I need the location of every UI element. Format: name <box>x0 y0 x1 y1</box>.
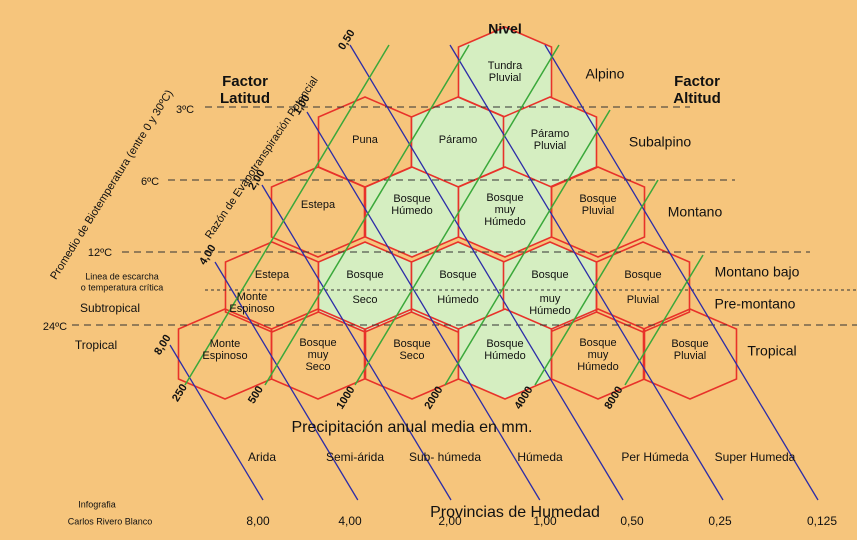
temperature-label: 3ºC <box>176 104 194 116</box>
precipitation-line <box>184 44 390 386</box>
cell-label: Húmedo <box>437 294 479 306</box>
cell-label: muy <box>308 349 329 361</box>
humidity-province: Sub- húmeda <box>409 450 481 464</box>
humidity-province: Húmeda <box>517 450 563 464</box>
credit: Carlos Rivero Blanco <box>68 516 153 526</box>
cell-label: Bosque <box>579 337 616 349</box>
latitude-factor: Latitud <box>220 90 270 107</box>
humidity-line <box>261 184 452 501</box>
cell-label: Húmedo <box>391 205 433 217</box>
top-label: Nivel <box>488 21 521 37</box>
humidity-province: Super Humeda <box>715 450 796 464</box>
ratio-label: 1,00 <box>533 514 557 528</box>
temperature-label: 24ºC <box>43 321 67 333</box>
belt-label: Subalpino <box>629 134 691 150</box>
belt-label: Tropical <box>747 343 796 359</box>
frost-label: Linea de escarcha <box>85 271 159 281</box>
humidity-line <box>169 344 264 501</box>
cell-label: muy <box>495 204 516 216</box>
cell-label: Seco <box>305 361 330 373</box>
cell-label: Bosque <box>671 338 708 350</box>
cell-label: Pluvial <box>627 294 659 306</box>
cell-label: Húmedo <box>529 305 571 317</box>
cell-label: Bosque <box>346 269 383 281</box>
cell-label: Monte <box>237 291 268 303</box>
humidity-line <box>544 44 819 501</box>
cell-label: Espinoso <box>202 350 247 362</box>
cell-label: Páramo <box>439 134 478 146</box>
cell-label: Bosque <box>439 269 476 281</box>
ratio-label: 8,00 <box>246 514 270 528</box>
cell-label: Bosque <box>486 192 523 204</box>
cell-label: Bosque <box>624 269 661 281</box>
cell-label: Húmedo <box>484 350 526 362</box>
cell-label: Bosque <box>486 338 523 350</box>
cell-label: Monte <box>210 338 241 350</box>
humidity-line <box>214 261 359 501</box>
hex-cell <box>550 166 646 258</box>
precipitation-line <box>264 44 470 386</box>
cell-label: Estepa <box>301 199 336 211</box>
cell-label: Bosque <box>531 269 568 281</box>
credit: Infografia <box>78 499 116 509</box>
cell-label: Bosque <box>393 193 430 205</box>
cell-label: Puna <box>352 134 379 146</box>
temperature-label: 12ºC <box>88 247 112 259</box>
belt-label: Alpino <box>586 66 625 82</box>
cell-label: Pluvial <box>582 205 614 217</box>
humidity-title: Provincias de Humedad <box>430 504 600 521</box>
cell-label: Tundra <box>488 60 523 72</box>
humidity-line <box>349 44 624 501</box>
hex-cell <box>270 166 366 258</box>
humidity-province: Semi-árida <box>326 450 384 464</box>
humidity-province: Arida <box>248 450 276 464</box>
cell-label: muy <box>540 293 561 305</box>
ratio-label: 0,125 <box>807 514 837 528</box>
cell-label: Seco <box>399 350 424 362</box>
hex-cell <box>270 308 366 400</box>
precipitation-line <box>444 109 611 386</box>
belt-label: Montano bajo <box>715 264 800 280</box>
ratio-label: 4,00 <box>338 514 362 528</box>
cell-label: Espinoso <box>229 303 274 315</box>
cell-label: Estepa <box>255 269 290 281</box>
ratio-label: 2,00 <box>438 514 462 528</box>
precipitation-line <box>354 44 560 386</box>
cell-label: Seco <box>352 294 377 306</box>
precipitation-line <box>624 254 704 386</box>
cell-label: muy <box>588 349 609 361</box>
cell-label: Bosque <box>579 193 616 205</box>
temperature-label: 6ºC <box>141 176 159 188</box>
humidity-province: Per Húmeda <box>621 450 689 464</box>
humidity-line <box>449 44 724 501</box>
cell-label: Bosque <box>393 338 430 350</box>
latitude-factor: Factor <box>222 73 268 90</box>
precipitation-title: Precipitación anual media en mm. <box>291 419 532 436</box>
hex-grid <box>177 26 738 400</box>
frost-label: o temperatura crítica <box>81 282 164 292</box>
tropical-label: Tropical <box>75 338 117 352</box>
subtropical-label: Subtropical <box>80 301 140 315</box>
ratio-label: 0,25 <box>708 514 732 528</box>
cell-label: Húmedo <box>484 216 526 228</box>
altitude-factor: Altitud <box>673 90 720 107</box>
guide-lines <box>72 44 857 501</box>
precipitation-line <box>534 179 659 386</box>
belt-label: Montano <box>668 204 723 220</box>
cell-label: Páramo <box>531 128 570 140</box>
hex-cell <box>642 308 738 400</box>
cell-label: Pluvial <box>534 140 566 152</box>
cell-label: Pluvial <box>489 72 521 84</box>
ratio-label: 0,50 <box>620 514 644 528</box>
hex-cell <box>317 241 413 333</box>
altitude-factor: Factor <box>674 73 720 90</box>
cell-label: Bosque <box>299 337 336 349</box>
cell-label: Húmedo <box>577 361 619 373</box>
humidity-line <box>306 111 541 501</box>
belt-label: Pre-montano <box>715 296 796 312</box>
cell-label: Pluvial <box>674 350 706 362</box>
